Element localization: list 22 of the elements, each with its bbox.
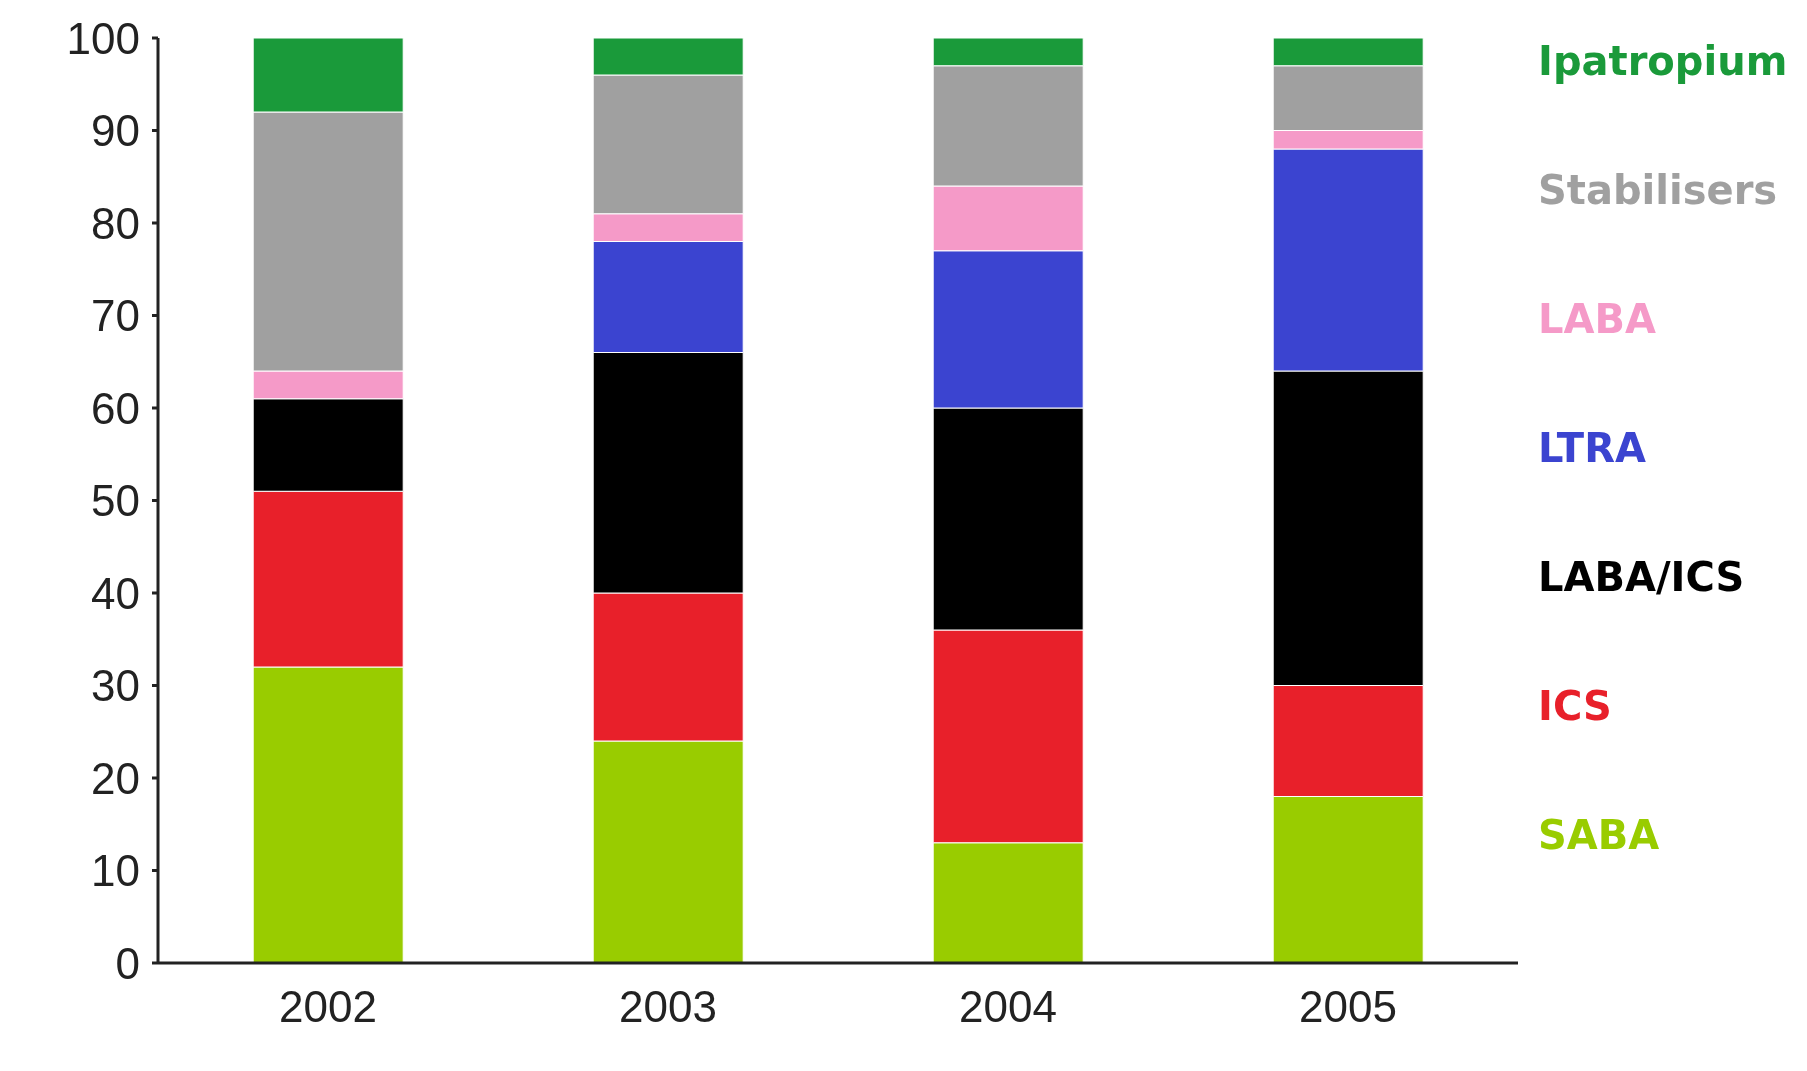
x-tick-label: 2004 [959,982,1057,1032]
y-tick-label: 40 [91,568,140,618]
y-tick-label: 90 [91,106,140,156]
y-tick-label: 100 [66,13,140,63]
y-tick-label: 30 [91,661,140,711]
y-tick-label: 60 [91,383,140,433]
x-tick-label: 2003 [619,982,717,1032]
text: SABA [1538,812,1661,858]
text: ICS [1538,683,1613,729]
text: LABA [1538,296,1657,342]
text: LABA/ICS [1538,554,1746,600]
x-tick-label: 2005 [1299,982,1397,1032]
x-tick-label: 2002 [279,982,377,1032]
text: Stabilisers [1538,167,1779,213]
y-tick-label: 10 [91,846,140,896]
y-tick-label: 70 [91,291,140,341]
y-tick-label: 50 [91,476,140,526]
text: Ipatropium [1538,38,1788,84]
y-tick-label: 0 [115,938,140,988]
text: LTRA [1538,425,1647,471]
y-tick-label: 80 [91,198,140,248]
y-tick-label: 20 [91,753,140,803]
